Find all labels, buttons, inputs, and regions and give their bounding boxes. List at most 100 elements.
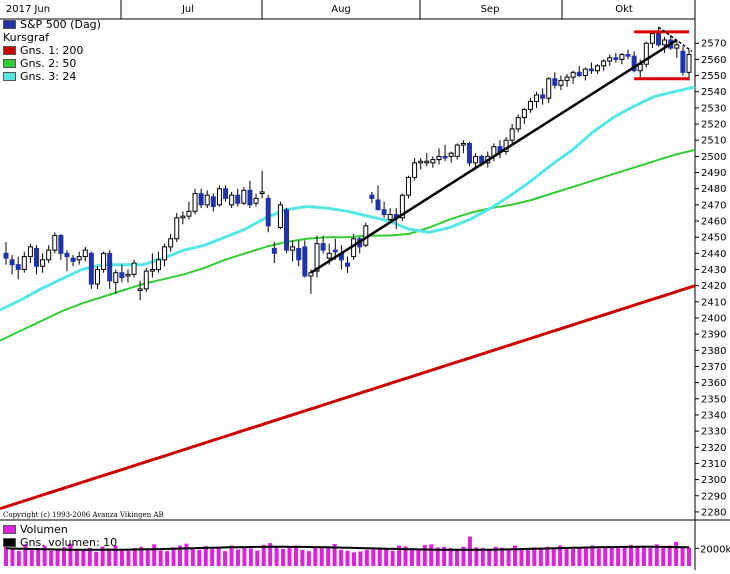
candle-body [284, 209, 290, 251]
volume-legend: Volumen Gns. volumen: 10 [3, 523, 117, 549]
volume-label: Volumen [20, 522, 68, 536]
candle-body [656, 33, 662, 46]
trendline [310, 38, 678, 274]
candle-body [381, 209, 387, 216]
candle-body [155, 259, 161, 270]
volume-bar [622, 546, 627, 566]
volume-bar [339, 549, 344, 566]
candle-body [527, 100, 533, 111]
candle-body [454, 144, 460, 157]
candle-body [418, 160, 424, 164]
candle-body [277, 204, 283, 228]
candle-body [64, 252, 70, 258]
candle-body [131, 262, 137, 275]
candle-body [82, 249, 88, 258]
volume-bar [629, 544, 634, 566]
volume-bar [384, 548, 389, 566]
candle-body [94, 269, 100, 285]
legend-ma24: Gns. 3: 24 [20, 70, 77, 83]
volume-bar [171, 547, 176, 566]
volume-bar [126, 550, 131, 566]
volume-bar [583, 546, 588, 566]
y-tick-label: 2440 [701, 249, 726, 260]
volume-bar [435, 547, 440, 566]
volume-bar [558, 545, 563, 566]
candle-body [430, 159, 436, 164]
candle-body [595, 65, 601, 72]
volume-bar [190, 548, 195, 566]
volume-bar [461, 546, 466, 566]
candle-body [271, 247, 277, 254]
month-label: Aug [331, 4, 351, 15]
y-tick-label: 2410 [701, 297, 726, 308]
legend-row-kursgraf: Kursgraf [3, 31, 101, 44]
volume-bar [4, 546, 8, 566]
volume-bar [422, 544, 427, 566]
volume-bar [609, 548, 614, 566]
volume-bar [332, 543, 337, 566]
volume-bar [42, 545, 47, 566]
legend-swatch-ma50 [3, 59, 16, 68]
legend-title: S&P 500 (Dag) [20, 18, 101, 31]
candle-body [247, 189, 253, 206]
volume-bar [532, 547, 537, 566]
volume-bar [487, 548, 492, 566]
candle-body [88, 252, 94, 285]
legend-kursgraf: Kursgraf [3, 31, 50, 44]
volume-layer: 2000k [4, 536, 730, 566]
candle-body [265, 197, 271, 227]
candle-body [649, 33, 655, 44]
volume-bar [590, 545, 595, 566]
candle-body [3, 252, 9, 259]
legend-swatch-price [3, 20, 16, 29]
month-label: Okt [615, 4, 633, 15]
volume-bar [268, 543, 273, 566]
volume-bar [113, 545, 118, 566]
y-tick-label: 2370 [701, 362, 726, 373]
volume-bar [403, 546, 408, 566]
y-tick-label: 2360 [701, 378, 726, 389]
volume-bar [229, 545, 234, 566]
candle-body [229, 194, 235, 206]
volume-bar [358, 551, 363, 566]
y-tick-label: 2350 [701, 394, 726, 405]
volume-bar [81, 550, 86, 566]
y-tick-label: 2310 [701, 459, 726, 470]
candle-body [9, 259, 15, 266]
legend: S&P 500 (Dag) Kursgraf Gns. 1: 200 Gns. … [3, 18, 101, 83]
candle-body [216, 188, 222, 206]
legend-row-ma50: Gns. 2: 50 [3, 57, 101, 70]
volume-bar [274, 546, 279, 566]
legend-ma50: Gns. 2: 50 [20, 57, 77, 70]
volume-bar [648, 548, 653, 566]
candle-body [570, 71, 576, 78]
volume-bar [281, 548, 286, 566]
volume-bar [94, 551, 99, 566]
candle-body [509, 128, 515, 141]
candle-body [613, 57, 619, 60]
volume-bar [184, 543, 189, 566]
month-label: Sep [481, 4, 500, 15]
candle-body [46, 249, 52, 261]
candle-body [534, 94, 540, 102]
ma200-line [0, 284, 696, 511]
volume-bar [674, 541, 679, 566]
volume-bar [326, 546, 331, 566]
y-tick-label: 2550 [701, 71, 726, 82]
volume-bar [248, 548, 253, 566]
volume-bar [442, 546, 447, 566]
volume-bar [210, 548, 215, 566]
candle-body [375, 199, 381, 211]
volume-bar [513, 545, 518, 566]
candle-body [125, 273, 131, 277]
volume-bar [300, 549, 305, 566]
volume-bar [500, 547, 505, 566]
y-tick-label: 2520 [701, 120, 726, 131]
candle-body [204, 194, 210, 206]
candle-body [521, 109, 527, 119]
legend-row-ma24: Gns. 3: 24 [3, 70, 101, 83]
volume-bar [680, 546, 685, 566]
y-tick-label: 2420 [701, 281, 726, 292]
candle-body [186, 210, 192, 217]
